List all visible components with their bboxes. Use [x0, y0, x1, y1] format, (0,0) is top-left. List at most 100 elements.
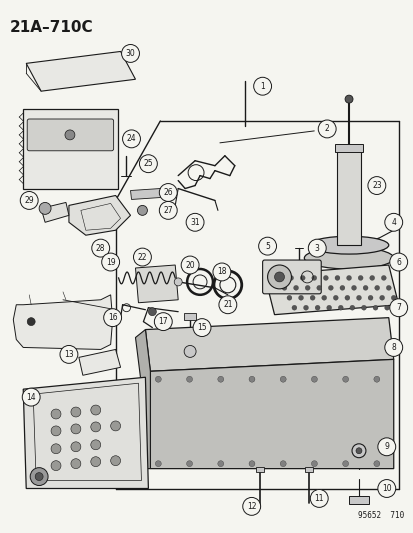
Text: 7: 7 — [395, 303, 400, 312]
Circle shape — [395, 305, 400, 310]
Circle shape — [274, 272, 284, 282]
Text: 29: 29 — [24, 196, 34, 205]
Circle shape — [309, 295, 314, 300]
Circle shape — [380, 276, 385, 280]
Circle shape — [337, 305, 342, 310]
Circle shape — [110, 456, 120, 466]
Circle shape — [212, 263, 230, 281]
Text: 22: 22 — [138, 253, 147, 262]
Circle shape — [20, 191, 38, 209]
Circle shape — [367, 295, 372, 300]
Circle shape — [390, 295, 395, 300]
Circle shape — [357, 276, 362, 280]
Circle shape — [242, 497, 260, 515]
Circle shape — [148, 308, 156, 316]
Circle shape — [389, 299, 407, 317]
Circle shape — [248, 376, 254, 382]
Text: 21A–710C: 21A–710C — [9, 20, 93, 35]
Circle shape — [122, 130, 140, 148]
FancyBboxPatch shape — [255, 467, 263, 472]
Text: 12: 12 — [246, 502, 256, 511]
Circle shape — [133, 248, 151, 266]
Text: 16: 16 — [107, 313, 117, 322]
Circle shape — [102, 253, 119, 271]
Circle shape — [334, 276, 339, 280]
Circle shape — [192, 319, 211, 336]
FancyBboxPatch shape — [305, 467, 313, 472]
FancyBboxPatch shape — [335, 144, 362, 152]
Polygon shape — [69, 196, 130, 235]
Circle shape — [291, 305, 296, 310]
Polygon shape — [264, 265, 398, 314]
FancyBboxPatch shape — [336, 149, 360, 245]
Circle shape — [90, 405, 100, 415]
Circle shape — [303, 305, 308, 310]
Circle shape — [121, 44, 139, 62]
Polygon shape — [135, 329, 150, 469]
Circle shape — [139, 155, 157, 173]
Circle shape — [217, 376, 223, 382]
Circle shape — [373, 461, 379, 467]
Text: 19: 19 — [106, 257, 115, 266]
Circle shape — [372, 305, 377, 310]
Circle shape — [27, 318, 35, 326]
Circle shape — [314, 305, 319, 310]
Circle shape — [384, 338, 402, 357]
Circle shape — [379, 295, 384, 300]
Circle shape — [318, 120, 335, 138]
Circle shape — [328, 285, 332, 290]
Circle shape — [385, 285, 390, 290]
Circle shape — [342, 376, 348, 382]
FancyBboxPatch shape — [184, 313, 196, 320]
Circle shape — [110, 421, 120, 431]
Text: 26: 26 — [163, 188, 173, 197]
Circle shape — [154, 313, 172, 330]
Circle shape — [71, 424, 81, 434]
Circle shape — [90, 457, 100, 467]
Circle shape — [299, 276, 304, 280]
Circle shape — [344, 95, 352, 103]
Text: 21: 21 — [223, 300, 232, 309]
Circle shape — [35, 473, 43, 481]
Circle shape — [342, 461, 348, 467]
Circle shape — [248, 461, 254, 467]
FancyBboxPatch shape — [348, 496, 368, 504]
Circle shape — [373, 376, 379, 382]
Polygon shape — [130, 189, 161, 199]
Circle shape — [349, 305, 354, 310]
Text: 14: 14 — [26, 393, 36, 402]
Circle shape — [351, 444, 365, 458]
Ellipse shape — [309, 236, 388, 254]
Circle shape — [276, 276, 281, 280]
Circle shape — [356, 295, 361, 300]
Circle shape — [311, 376, 317, 382]
Circle shape — [304, 285, 309, 290]
Circle shape — [369, 276, 374, 280]
Text: 13: 13 — [64, 350, 74, 359]
FancyBboxPatch shape — [27, 119, 113, 151]
Circle shape — [377, 480, 395, 497]
Circle shape — [71, 407, 81, 417]
Circle shape — [51, 444, 61, 454]
Circle shape — [39, 203, 51, 214]
Text: 17: 17 — [158, 317, 168, 326]
Circle shape — [339, 285, 344, 290]
Text: 4: 4 — [390, 218, 395, 227]
Circle shape — [286, 295, 291, 300]
Text: 2: 2 — [324, 124, 329, 133]
Circle shape — [298, 295, 303, 300]
Text: 24: 24 — [126, 134, 136, 143]
Polygon shape — [150, 359, 393, 469]
Circle shape — [389, 253, 407, 271]
Circle shape — [30, 467, 48, 486]
Circle shape — [355, 448, 361, 454]
Circle shape — [280, 376, 285, 382]
Circle shape — [253, 77, 271, 95]
Polygon shape — [78, 350, 120, 375]
Circle shape — [267, 265, 291, 289]
Circle shape — [346, 276, 351, 280]
Circle shape — [351, 285, 356, 290]
Text: 15: 15 — [197, 323, 206, 332]
Circle shape — [103, 309, 121, 327]
Text: 8: 8 — [390, 343, 395, 352]
